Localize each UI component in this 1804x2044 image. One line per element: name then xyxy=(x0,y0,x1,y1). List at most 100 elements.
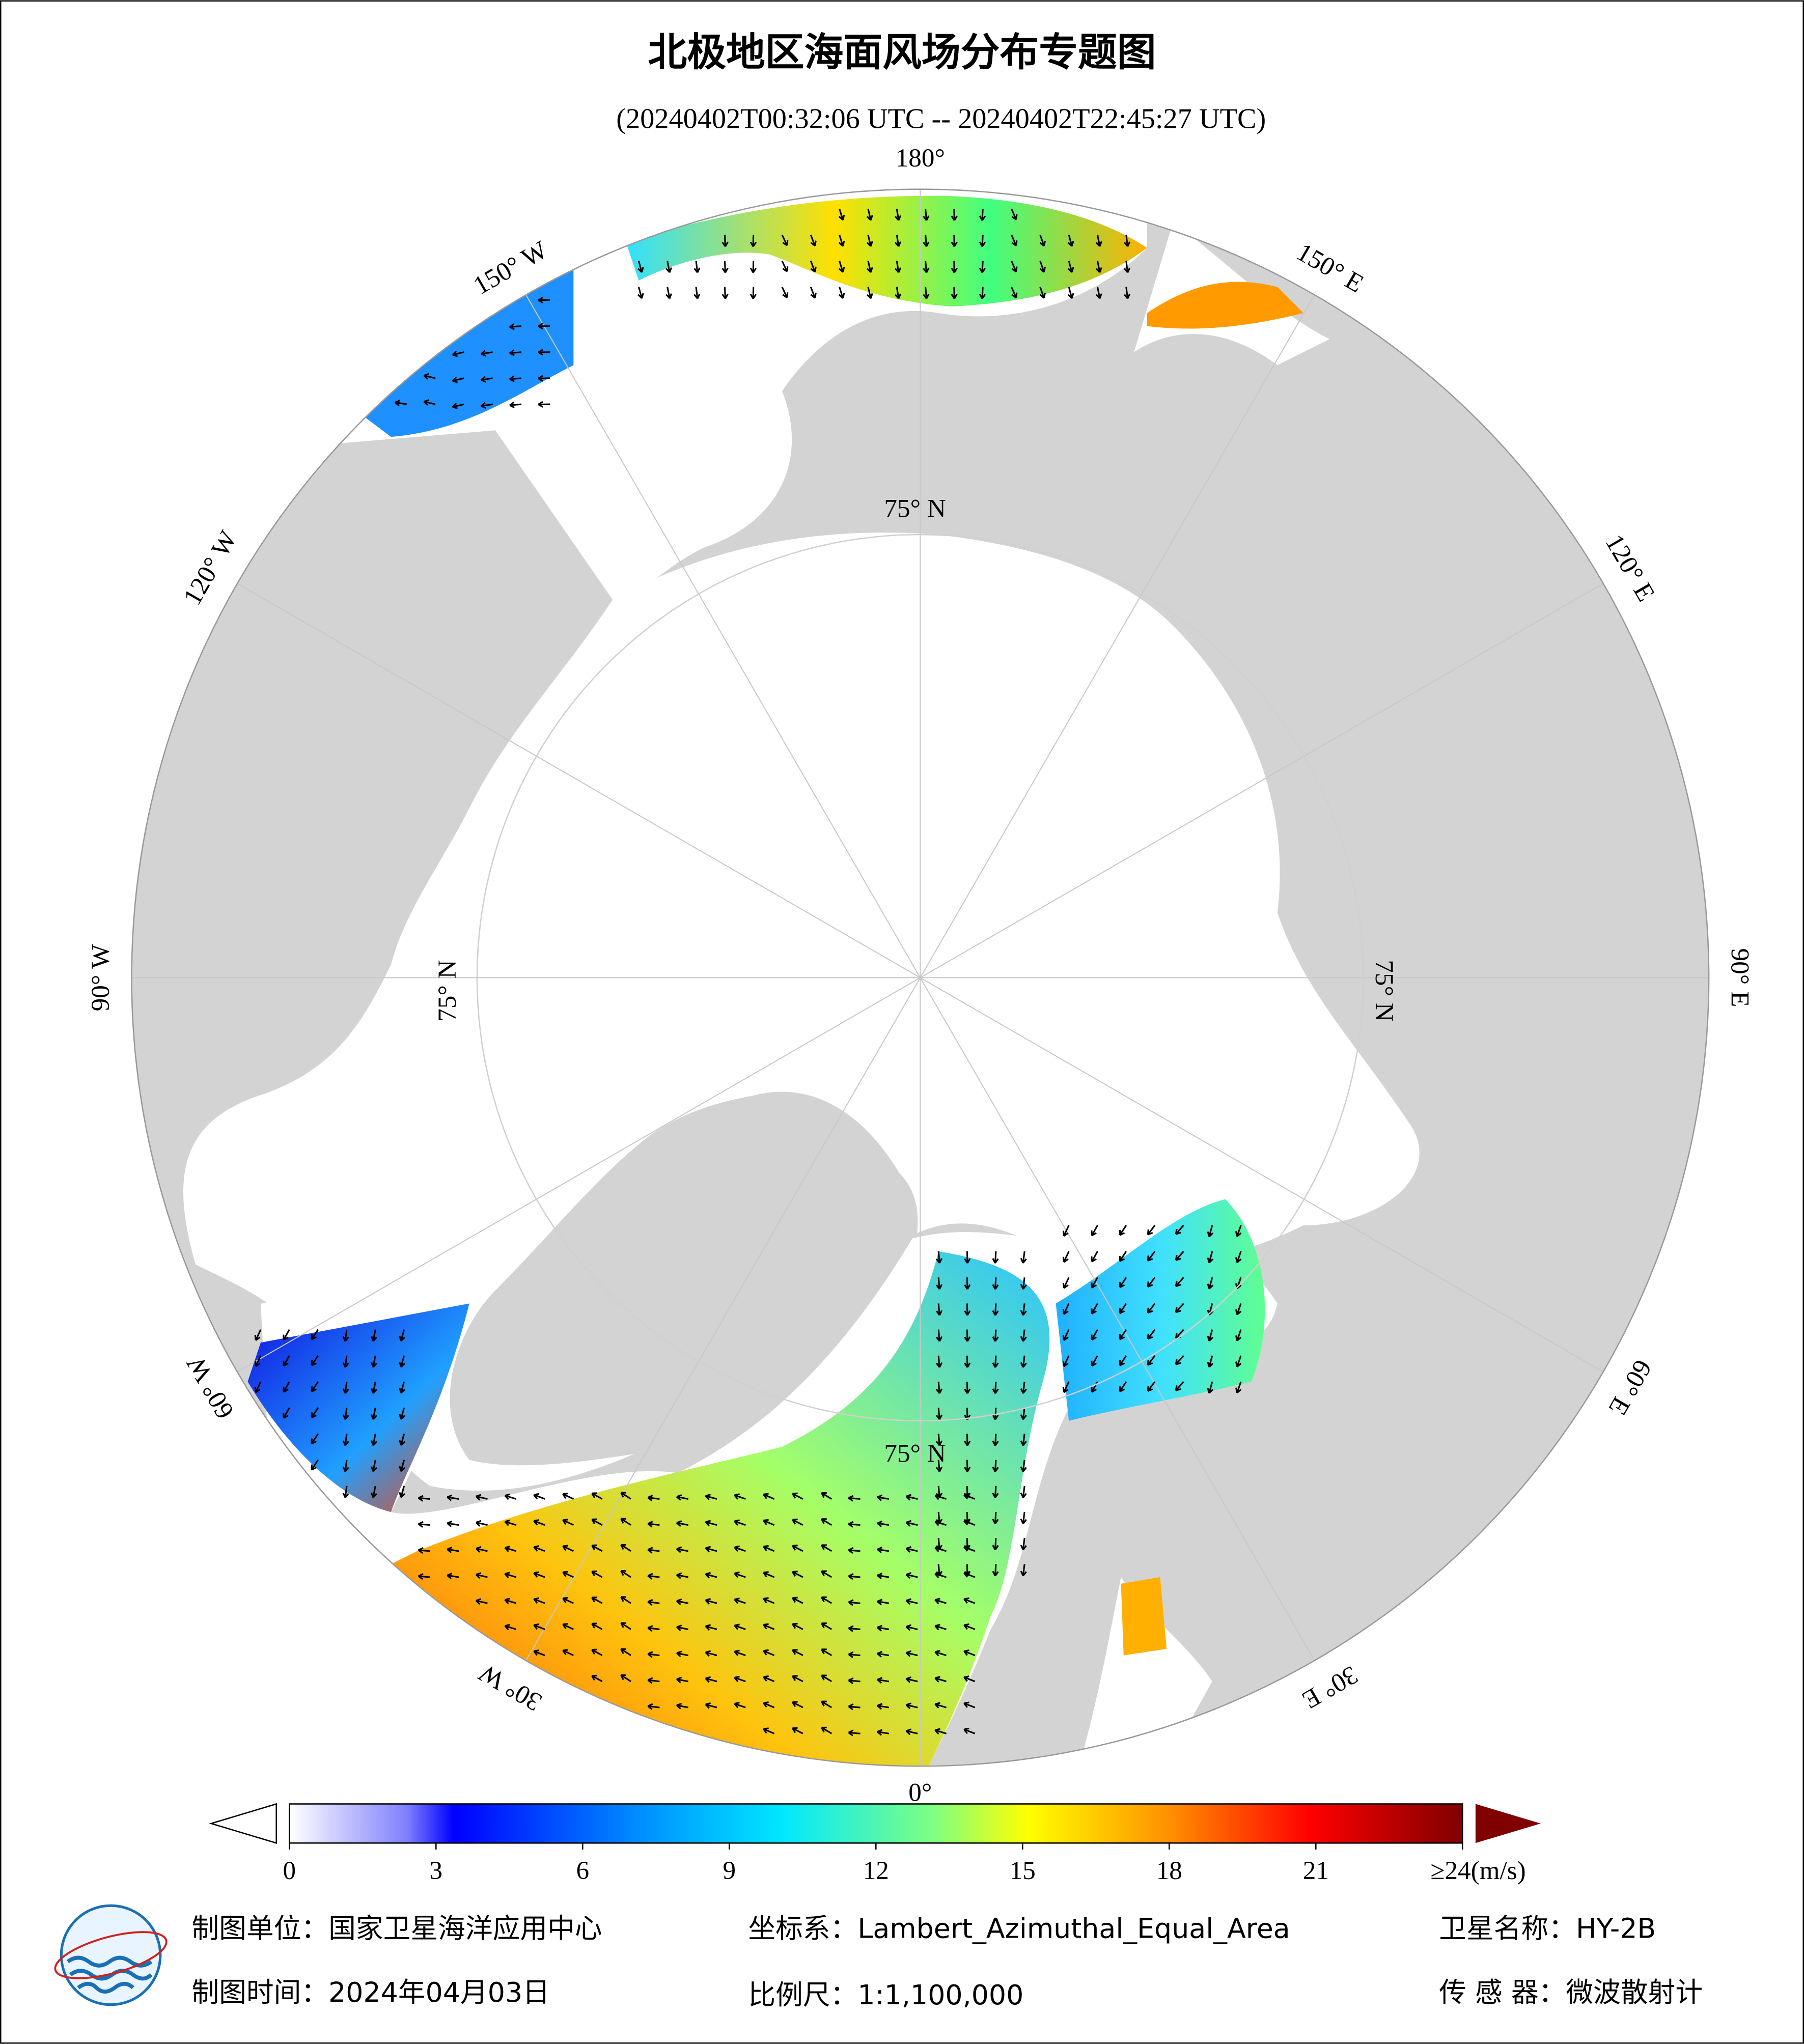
wind-arrow xyxy=(342,1408,349,1420)
wind-arrow xyxy=(763,1675,775,1683)
wind-arrow xyxy=(370,1460,377,1472)
wind-arrow xyxy=(792,1518,803,1526)
wind-arrow xyxy=(1147,1251,1156,1262)
wind-swath-barents xyxy=(1056,1199,1265,1421)
wind-arrow xyxy=(763,1701,775,1709)
wind-arrow xyxy=(1020,1511,1027,1524)
wind-arrow xyxy=(935,1511,943,1524)
wind-arrow xyxy=(792,1571,803,1578)
wind-arrow xyxy=(447,1546,459,1553)
footer-sensor: 传 感 器：微波散射计 xyxy=(1439,1976,1703,2008)
wind-arrow xyxy=(905,1650,918,1657)
wind-arrow xyxy=(1147,1277,1156,1288)
wind-arrow xyxy=(1067,287,1074,299)
wind-arrow xyxy=(763,1519,775,1526)
wind-arrow xyxy=(538,349,550,356)
footer-crs: 坐标系：Lambert_Azimuthal_Equal_Area xyxy=(748,1912,1290,1944)
wind-arrow xyxy=(1235,1303,1242,1315)
wind-arrow xyxy=(533,1623,545,1630)
wind-arrow xyxy=(480,376,493,383)
wind-arrow xyxy=(1095,287,1102,299)
wind-arrow xyxy=(1091,1277,1098,1289)
wind-arrow xyxy=(923,235,930,247)
wind-arrow xyxy=(1119,1329,1127,1340)
wind-arrow xyxy=(591,1544,603,1552)
wind-arrow xyxy=(905,1572,918,1579)
wind-arrow xyxy=(895,208,902,221)
wind-arrow xyxy=(821,1622,832,1630)
wind-arrow xyxy=(283,1355,290,1367)
wind-arrow xyxy=(821,1570,832,1578)
wind-arrow xyxy=(342,1381,349,1394)
wind-arrow xyxy=(821,1596,832,1604)
wind-arrow xyxy=(676,1494,688,1501)
footer-scale: 比例尺：1:1,100,000 xyxy=(748,1979,1023,2011)
wind-arrow xyxy=(848,1495,861,1502)
wind-arrow xyxy=(311,1355,319,1366)
wind-arrow xyxy=(838,234,845,247)
wind-arrow xyxy=(1235,1355,1242,1367)
wind-arrow xyxy=(734,1493,746,1500)
wind-arrow xyxy=(705,1676,717,1683)
wind-arrow xyxy=(934,1623,947,1631)
wind-arrow xyxy=(370,1381,377,1394)
wind-arrow xyxy=(963,1597,976,1604)
wind-swath-atlantic xyxy=(365,1251,1050,1767)
wind-arrow xyxy=(1207,1329,1214,1342)
wind-arrow xyxy=(591,1674,603,1683)
map-boundary xyxy=(131,188,1710,1767)
wind-arrow xyxy=(934,1702,947,1709)
wind-arrow xyxy=(792,1597,803,1604)
lon-label: 90° W xyxy=(86,944,115,1012)
wind-arrow xyxy=(763,1571,775,1578)
wind-arrow xyxy=(935,1460,943,1472)
wind-arrow xyxy=(647,1677,660,1684)
wind-arrow xyxy=(1119,1381,1127,1392)
wind-arrow xyxy=(705,1650,717,1657)
wind-arrow xyxy=(1235,1251,1242,1264)
wind-arrow xyxy=(951,261,958,273)
wind-arrow xyxy=(1062,1225,1070,1237)
wind-arrow xyxy=(504,1572,517,1578)
lon-label: 0° xyxy=(908,1778,932,1807)
wind-arrow xyxy=(721,261,729,273)
colorbar-tick-label: 3 xyxy=(430,1856,443,1885)
wind-arrow xyxy=(992,1277,999,1290)
wind-arrow xyxy=(979,208,986,221)
colorbar-bar xyxy=(289,1803,1463,1844)
wind-arrow xyxy=(963,1727,976,1734)
logo xyxy=(54,1904,168,2006)
wind-arrow xyxy=(750,287,757,299)
wind-arrow xyxy=(848,1573,861,1580)
wind-arrow xyxy=(676,1546,688,1553)
wind-arrow xyxy=(1062,1277,1070,1289)
wind-arrow xyxy=(1147,1381,1156,1392)
wind-arrow xyxy=(964,1251,971,1264)
wind-arrow xyxy=(705,1546,717,1553)
wind-arrow xyxy=(821,1492,832,1500)
wind-arrow xyxy=(504,1546,517,1552)
wind-arrow xyxy=(992,1408,999,1420)
wind-arrow xyxy=(676,1520,688,1527)
wind-arrow xyxy=(848,1677,861,1685)
wind-arrow xyxy=(1095,261,1102,273)
wind-arrow xyxy=(781,287,789,298)
wind-arrow xyxy=(370,1434,377,1446)
wind-arrow xyxy=(1147,1303,1156,1314)
wind-arrow xyxy=(447,1573,459,1580)
wind-arrow xyxy=(935,1329,943,1342)
lat-label: 75° N xyxy=(884,1439,946,1468)
wind-arrow xyxy=(1067,261,1074,273)
wind-arrow xyxy=(1091,1303,1098,1314)
wind-arrow xyxy=(1124,261,1131,273)
footer-satellite: 卫星名称：HY-2B xyxy=(1439,1912,1656,1944)
wind-arrow xyxy=(1175,1381,1184,1391)
wind-arrow xyxy=(693,261,701,273)
wind-arrow xyxy=(705,1624,717,1631)
wind-arrow xyxy=(504,1493,517,1500)
wind-arrow xyxy=(905,1494,918,1501)
wind-arrow xyxy=(647,1547,660,1554)
wind-arrow xyxy=(792,1545,803,1552)
wind-arrow xyxy=(992,1538,999,1551)
wind-arrow xyxy=(676,1598,688,1605)
